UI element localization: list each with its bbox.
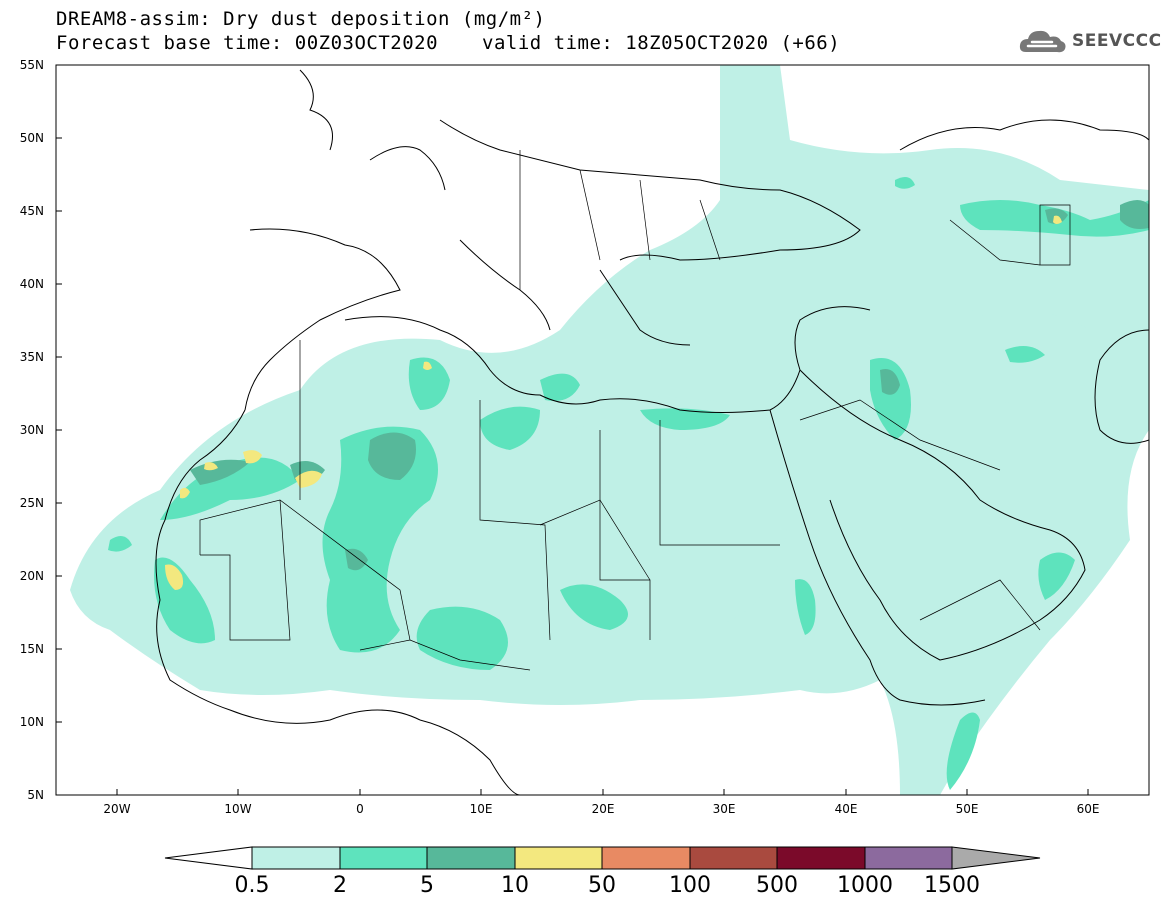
lon-label: 30E <box>713 802 736 816</box>
colorbar-segment <box>601 846 691 870</box>
lat-label: 25N <box>20 496 44 510</box>
colorbar-over-arrow <box>951 846 1041 870</box>
lon-label: 0 <box>356 802 364 816</box>
lon-label: 60E <box>1077 802 1100 816</box>
lat-label: 5N <box>27 788 44 802</box>
colorbar-label: 100 <box>669 873 711 898</box>
lon-label: 20W <box>103 802 130 816</box>
colorbar-segment <box>689 846 778 870</box>
coastlines <box>155 69 1149 795</box>
colorbar-label: 50 <box>588 873 616 898</box>
colorbar-segment <box>776 846 866 870</box>
lat-label: 45N <box>20 204 44 218</box>
colorbar-label: 0.5 <box>235 873 270 898</box>
colorbar-label: 5 <box>420 873 434 898</box>
seevccc-logo: SEEVCCC <box>1018 26 1162 56</box>
longitude-axis: 20W 10W 0 10E 20E 30E 40E 50E 60E <box>103 789 1099 816</box>
lon-label: 10W <box>224 802 251 816</box>
logo-text: SEEVCCC <box>1072 31 1162 51</box>
colorbar-under-arrow <box>164 846 253 870</box>
lat-label: 15N <box>20 642 44 656</box>
colorbar-segment <box>426 846 516 870</box>
base-time: Forecast base time: 00Z03OCT2020 <box>56 32 439 54</box>
valid-time: valid time: 18Z05OCT2020 (+66) <box>482 32 841 54</box>
cloud-logo-icon <box>1019 30 1066 53</box>
colorbar-segment <box>339 846 428 870</box>
colorbar-label: 500 <box>756 873 798 898</box>
map-title: DREAM8-assim: Dry dust deposition (mg/m²… <box>56 8 546 30</box>
lon-label: 50E <box>956 802 979 816</box>
lon-label: 10E <box>470 802 493 816</box>
lon-label: 40E <box>835 802 858 816</box>
colorbar-label: 2 <box>333 873 347 898</box>
colorbar-label: 10 <box>501 873 529 898</box>
latitude-axis: 55N 50N 45N 40N 35N 30N 25N 20N 15N 10N … <box>20 58 62 802</box>
lat-label: 10N <box>20 715 44 729</box>
lon-label: 20E <box>592 802 615 816</box>
forecast-times: Forecast base time: 00Z03OCT2020 valid ti… <box>56 32 840 54</box>
country-borders <box>199 150 1071 671</box>
colorbar-label: 1000 <box>837 873 893 898</box>
lat-label: 30N <box>20 423 44 437</box>
lat-label: 20N <box>20 569 44 583</box>
colorbar: 0.5 2 5 10 50 100 500 1000 1500 <box>164 846 1041 898</box>
colorbar-segment <box>514 846 603 870</box>
deposition-field <box>70 65 1149 795</box>
lat-label: 40N <box>20 277 44 291</box>
colorbar-segment <box>251 846 341 870</box>
colorbar-segment <box>864 846 953 870</box>
lat-label: 55N <box>20 58 44 72</box>
lat-label: 35N <box>20 350 44 364</box>
colorbar-label: 1500 <box>924 873 980 898</box>
lat-label: 50N <box>20 131 44 145</box>
